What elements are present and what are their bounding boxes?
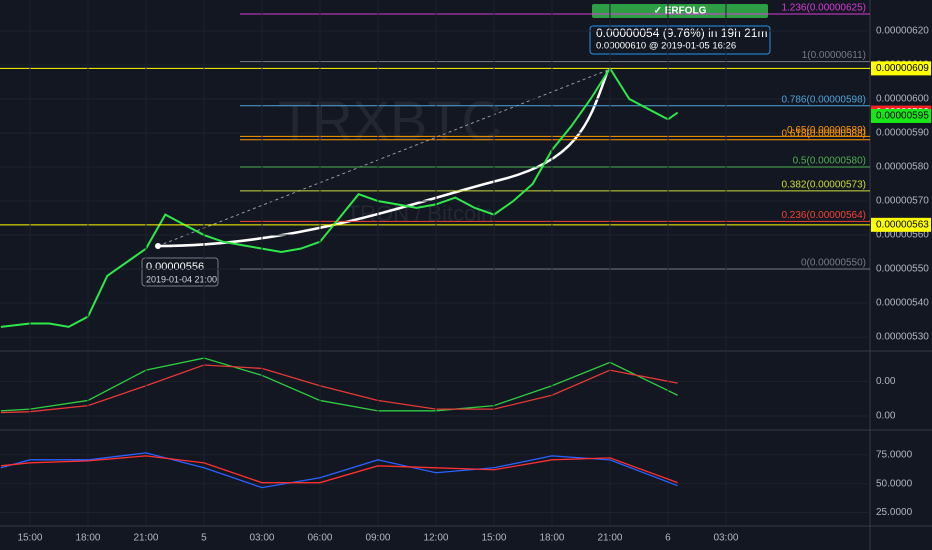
badge-bg [592, 4, 768, 18]
fib-label: 0.236(0.00000564) [781, 210, 866, 221]
badge: ✓ ERFOLG [654, 6, 707, 17]
x-tick-label: 21:00 [597, 533, 622, 544]
anchor-point [155, 243, 161, 249]
y-tick-label: 75.0000 [876, 450, 913, 461]
start-price: 0.00000556 [146, 261, 204, 273]
y-tick-label: 0.00000530 [876, 332, 929, 343]
x-tick-label: 03:00 [713, 533, 738, 544]
x-tick-label: 12:00 [423, 533, 448, 544]
projection-curve [157, 69, 610, 248]
series-line [0, 452, 678, 489]
y-tick-label: 0.00000600 [876, 94, 929, 105]
series-line [0, 455, 678, 484]
y-tick-label: 25.0000 [876, 507, 913, 518]
y-tick-label: 0.00000620 [876, 26, 929, 37]
y-tick-label: 50.0000 [876, 478, 913, 489]
y-tick-label: 0.00000550 [876, 264, 929, 275]
y-tick-label: 0.00000570 [876, 196, 929, 207]
series-line [0, 66, 679, 328]
fib-label: 0.786(0.00000598) [781, 94, 866, 105]
x-tick-label: 18:00 [539, 533, 564, 544]
price-tag [871, 108, 931, 123]
tooltip-target: 0.00000610 @ 2019-01-05 16:26 [596, 41, 736, 52]
fib-label: 0.618(0.00000588) [781, 128, 866, 139]
x-tick-label: 03:00 [249, 533, 274, 544]
x-tick-label: 15:00 [17, 533, 42, 544]
fib-label: 1.236(0.00000625) [781, 3, 866, 14]
x-tick-label: 6 [665, 533, 671, 544]
price-tag-label: 0.00000609 [876, 63, 929, 74]
fib-label: 0.5(0.00000580) [793, 156, 866, 167]
start-box [141, 257, 219, 287]
fib-label: 0.65(0.00000589) [787, 125, 866, 136]
tooltip-change: 0.00000054 (9.76%) in 19h 21m [596, 26, 767, 40]
y-tick-label: 0.00 [876, 376, 896, 387]
x-tick-label: 06:00 [307, 533, 332, 544]
tooltip [589, 25, 771, 55]
start-date: 2019-01-04 21:00 [146, 274, 217, 284]
price-tag [871, 61, 931, 76]
y-tick-label: 0.00000590 [876, 128, 929, 139]
watermark: TRON / Bitcoin [347, 201, 494, 226]
fib-label: 0.382(0.00000573) [781, 179, 866, 190]
x-tick-label: 15:00 [481, 533, 506, 544]
price-tag [871, 217, 931, 232]
y-tick-label: 0.00000580 [876, 162, 929, 173]
y-tick-label: 0.00 [876, 411, 896, 422]
x-tick-label: 5 [201, 533, 207, 544]
price-tag-label: 0.00000595 [876, 111, 929, 122]
watermark: TRXBTC [278, 89, 502, 152]
x-tick-label: 21:00 [133, 533, 158, 544]
fib-label: 1(0.00000611) [802, 50, 866, 61]
y-tick-label: 0.00000560 [876, 230, 929, 241]
x-tick-label: 18:00 [75, 533, 100, 544]
x-tick-label: 09:00 [365, 533, 390, 544]
fib-label: 0(0.00000550) [801, 258, 866, 269]
y-tick-label: 0.00000540 [876, 298, 929, 309]
price-tag-label: 0.00000563 [876, 219, 929, 230]
